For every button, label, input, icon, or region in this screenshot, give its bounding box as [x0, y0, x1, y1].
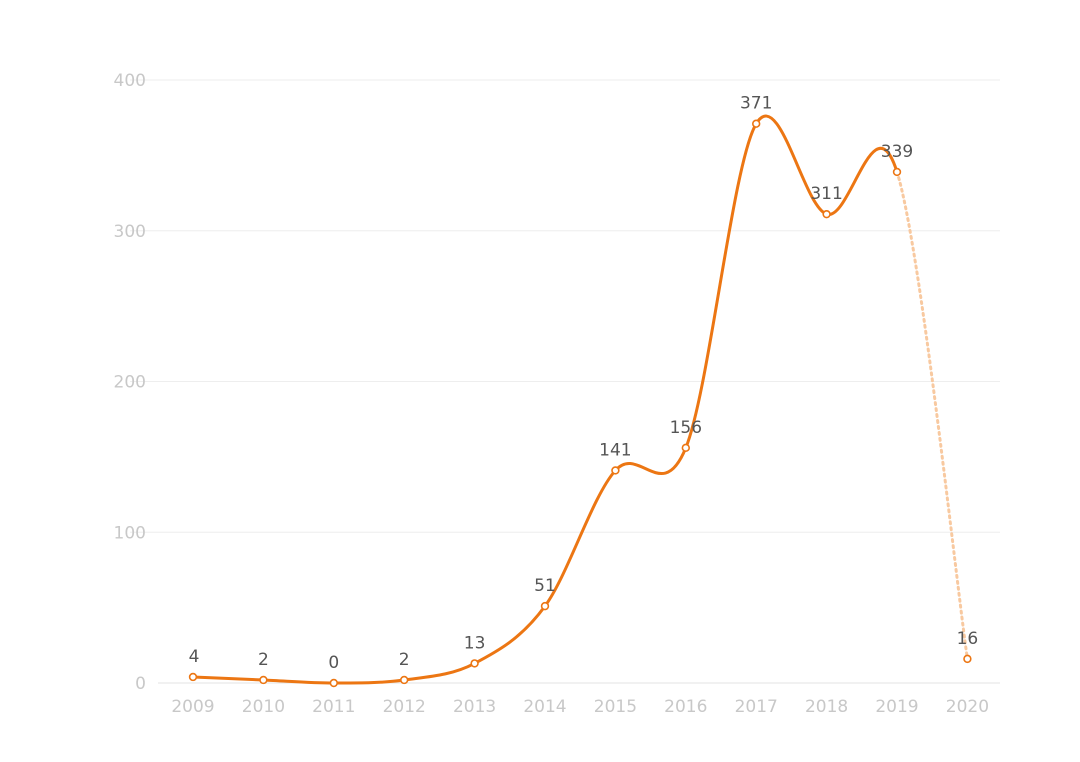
x-tick-label: 2011	[312, 697, 355, 717]
data-label: 4	[189, 647, 200, 667]
data-label: 371	[740, 94, 772, 114]
x-tick-label: 2020	[946, 697, 989, 717]
data-point[interactable]	[259, 675, 268, 685]
data-label: 141	[599, 440, 631, 460]
x-tick-label: 2014	[523, 697, 566, 717]
y-tick-label: 0	[135, 674, 146, 694]
data-label: 51	[534, 576, 556, 596]
data-point[interactable]	[329, 678, 338, 688]
data-point[interactable]	[400, 675, 409, 685]
data-label: 311	[810, 184, 842, 204]
x-tick-label: 2015	[594, 697, 637, 717]
line-layer	[191, 114, 969, 685]
grid-layer	[130, 79, 1000, 533]
y-tick-label: 100	[114, 523, 146, 543]
data-point[interactable]	[470, 659, 479, 668]
data-label: 339	[881, 142, 913, 162]
data-point[interactable]	[963, 654, 972, 664]
data-point[interactable]	[892, 167, 902, 177]
label-layer: 4 2 0 2 13 51 141 156 371 311 339 16	[189, 94, 979, 673]
data-label: 13	[464, 633, 486, 653]
data-point[interactable]	[681, 443, 690, 453]
data-point[interactable]	[540, 601, 550, 611]
x-tick-label: 2009	[171, 697, 214, 717]
data-label: 2	[399, 650, 410, 670]
data-point[interactable]	[188, 672, 198, 682]
data-label: 2	[258, 650, 269, 670]
x-tick-label: 2017	[735, 697, 778, 717]
x-tick-label: 2016	[664, 697, 707, 717]
data-label: 0	[328, 653, 339, 673]
series-line	[191, 114, 899, 685]
marker-layer	[188, 119, 972, 688]
data-point[interactable]	[611, 466, 620, 475]
x-tick-label: 2012	[383, 697, 426, 717]
data-point[interactable]	[751, 119, 761, 128]
x-tick-label: 2013	[453, 697, 496, 717]
series-line-projected	[895, 170, 969, 661]
x-tick-label: 2019	[875, 697, 918, 717]
data-point[interactable]	[822, 209, 831, 219]
x-tick-label: 2010	[242, 697, 285, 717]
y-tick-label: 300	[114, 222, 146, 242]
data-label: 16	[957, 629, 979, 649]
data-label: 156	[670, 418, 702, 438]
y-tick-label: 400	[114, 71, 146, 91]
y-tick-label: 200	[114, 373, 146, 393]
x-tick-label: 2018	[805, 697, 848, 717]
